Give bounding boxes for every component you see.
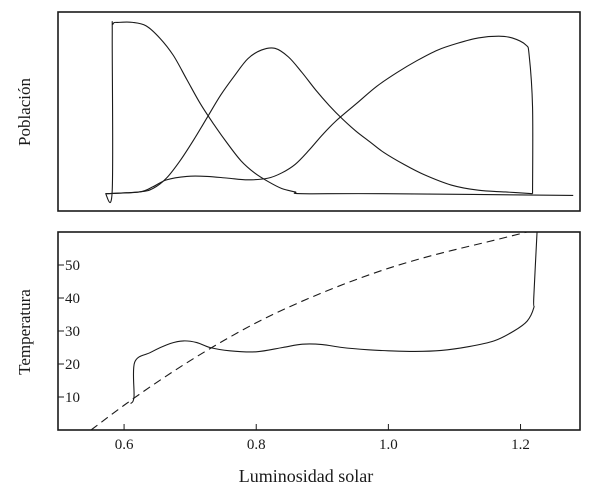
temperature-series-group bbox=[90, 232, 538, 430]
x-tick-label: 0.6 bbox=[115, 437, 134, 453]
y-tick-label: 50 bbox=[65, 258, 80, 274]
y-tick-label: 10 bbox=[65, 390, 80, 406]
y-tick-label: 20 bbox=[65, 357, 80, 373]
luminosity-axis-label: Luminosidad solar bbox=[239, 466, 373, 486]
population-plot-frame bbox=[57, 11, 581, 212]
population-panel: Población bbox=[15, 11, 581, 212]
population-curve-cool bbox=[104, 21, 574, 204]
y-tick-label: 30 bbox=[65, 324, 80, 340]
population-series-group bbox=[104, 21, 574, 204]
population-axis-label: Población bbox=[15, 78, 34, 146]
tick-group: 0.6 0.8 1.0 1.2 10 20 30 40 50 bbox=[58, 258, 530, 453]
temperature-curve-regulated bbox=[130, 232, 538, 404]
x-tick-label: 0.8 bbox=[247, 437, 266, 453]
x-tick-label: 1.2 bbox=[511, 437, 530, 453]
temperature-axis-label: Temperatura bbox=[15, 289, 34, 375]
y-tick-label: 40 bbox=[65, 291, 80, 307]
population-curve-warm bbox=[105, 35, 534, 195]
population-curve-mid bbox=[105, 47, 533, 195]
temperature-plot-frame bbox=[57, 231, 581, 431]
temperature-panel: 0.6 0.8 1.0 1.2 10 20 30 40 50 Temperatura Lumin… bbox=[15, 231, 581, 486]
x-tick-label: 1.0 bbox=[379, 437, 398, 453]
temperature-curve-unregulated bbox=[90, 232, 530, 430]
